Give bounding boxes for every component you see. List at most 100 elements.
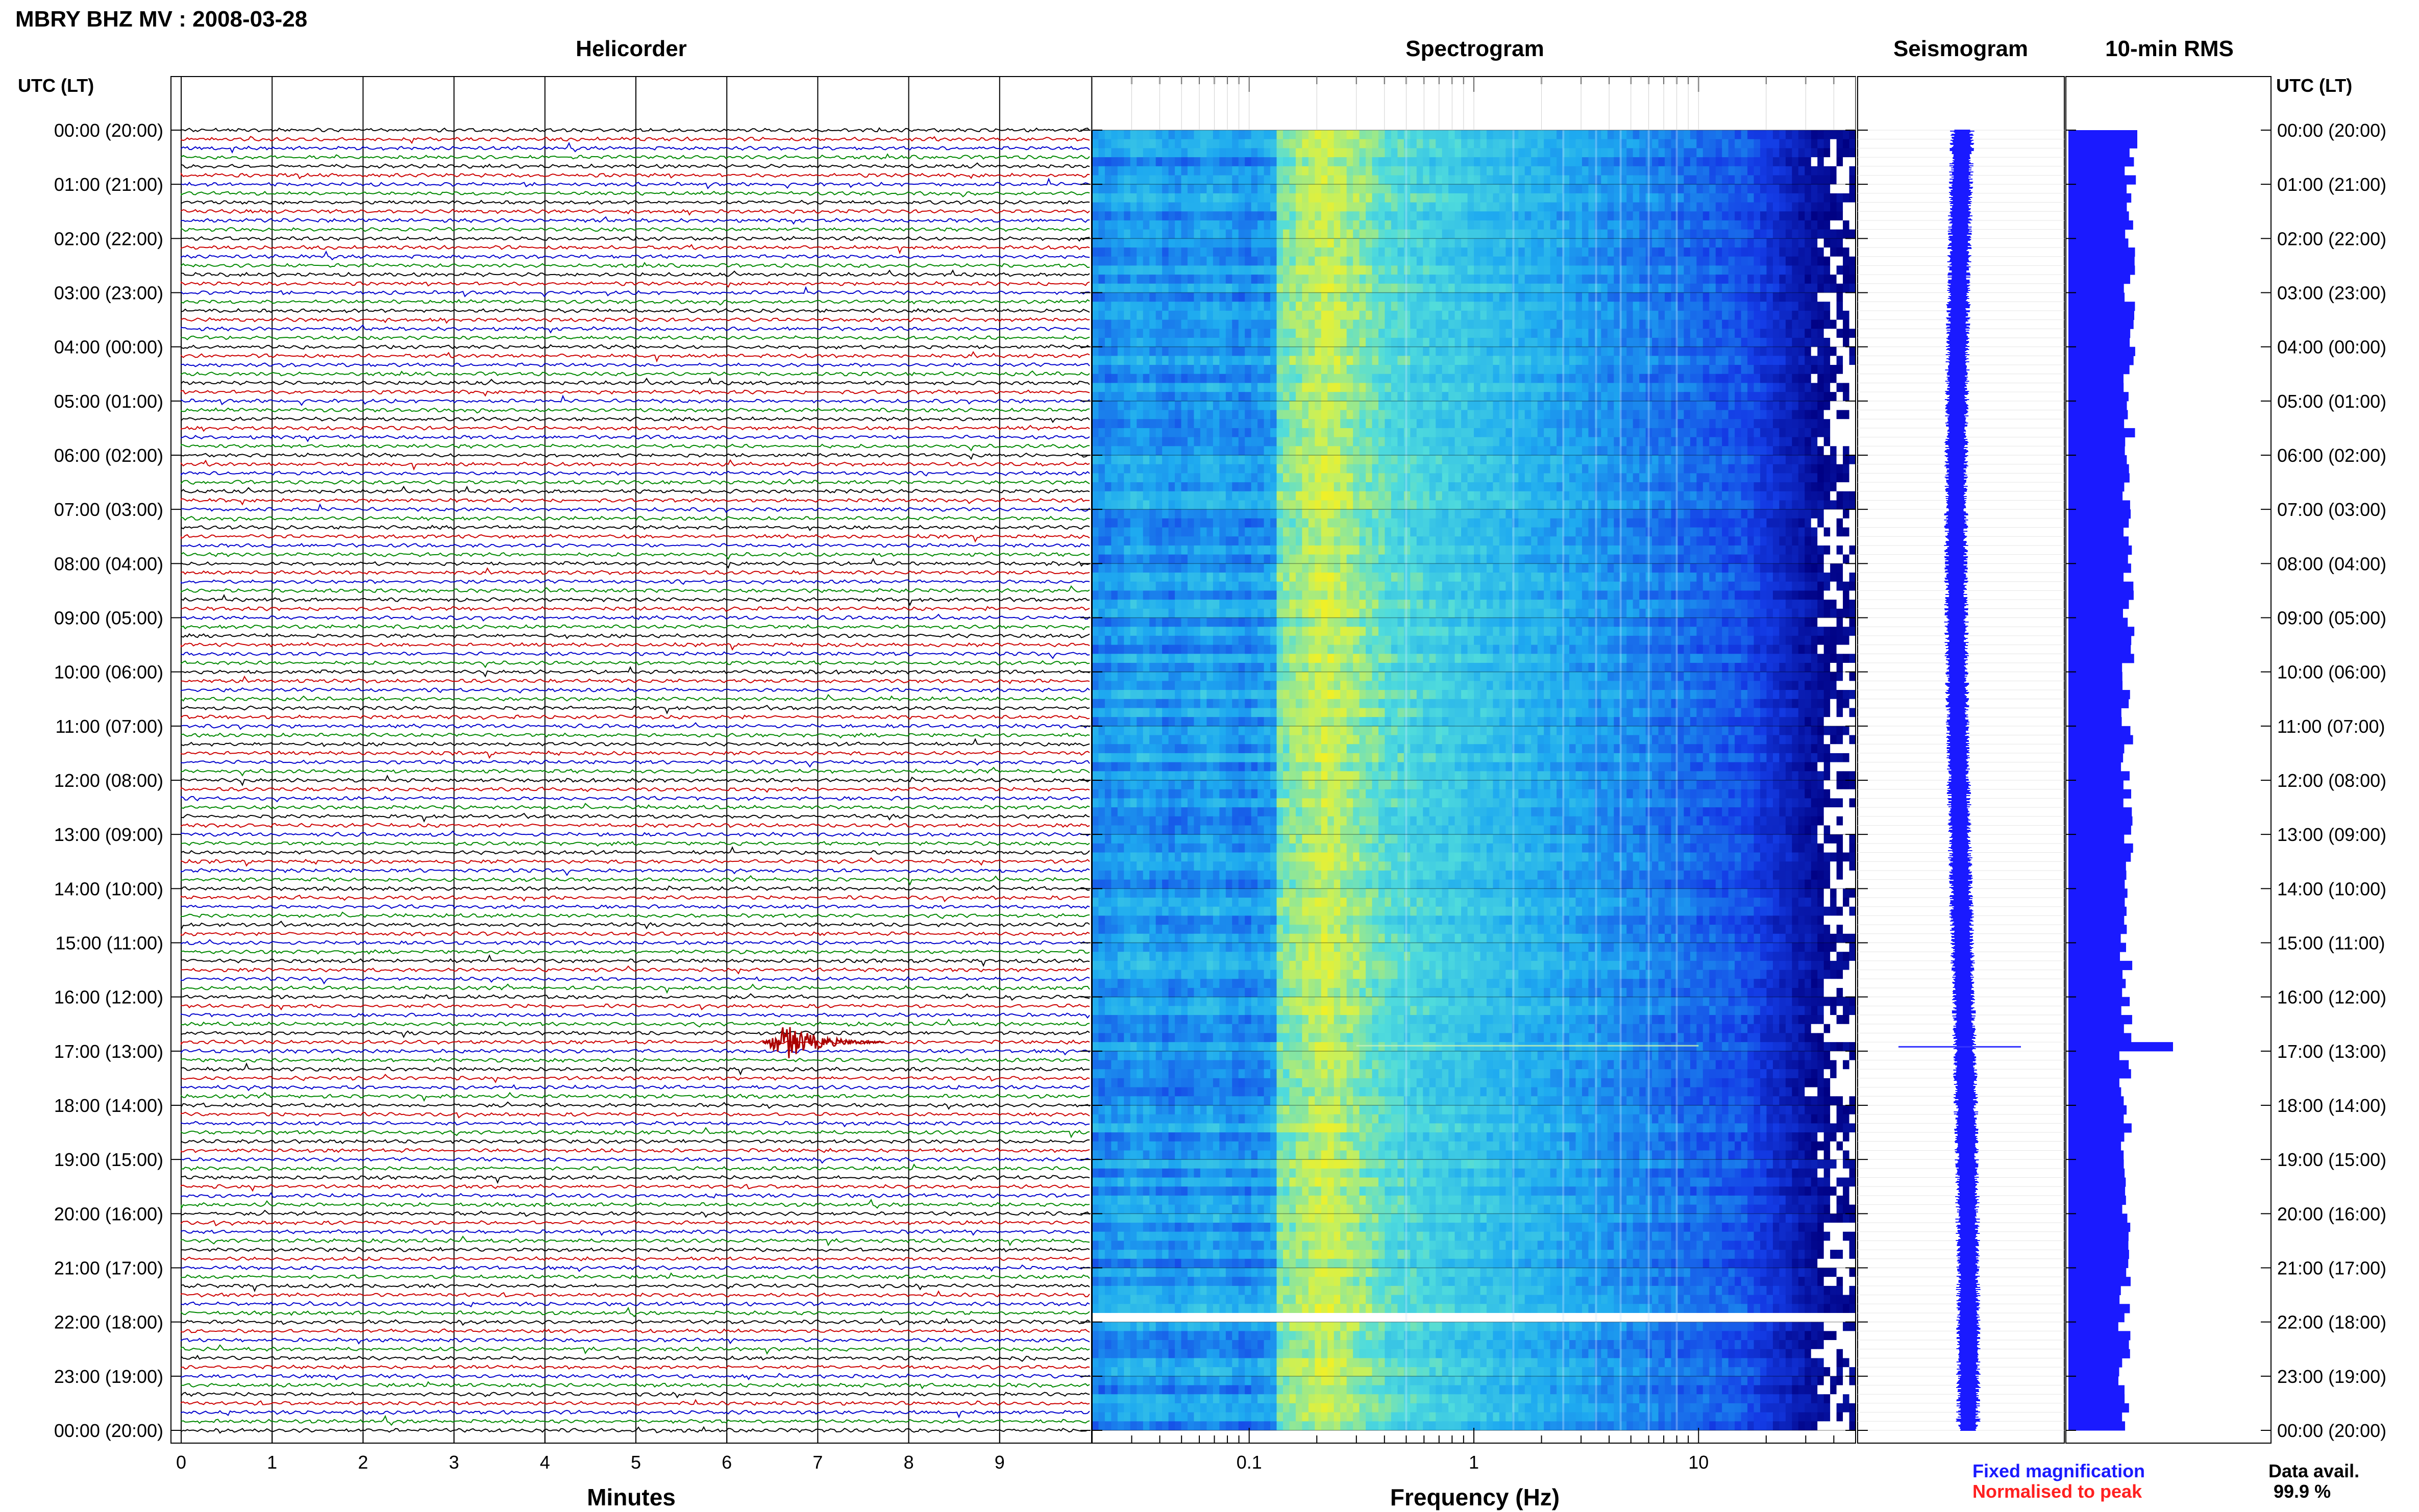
spectrogram-cell <box>1397 220 1404 230</box>
spectrogram-cell <box>1124 337 1131 348</box>
spectrogram-cell <box>1531 275 1538 284</box>
spectrogram-cell <box>1843 220 1850 230</box>
spectrogram-cell <box>1779 374 1786 384</box>
spectrogram-cell <box>1308 184 1315 194</box>
spectrogram-cell <box>1467 401 1474 411</box>
spectrogram-cell <box>1124 356 1131 365</box>
spectrogram-cell <box>1225 256 1232 266</box>
spectrogram-cell <box>1792 283 1799 293</box>
spectrogram-cell <box>1378 346 1386 356</box>
spectrogram-cell <box>1098 401 1105 411</box>
spectrogram-cell <box>1245 329 1252 338</box>
spectrogram-cell <box>1410 130 1417 140</box>
spectrogram-cell <box>1448 283 1455 293</box>
spectrogram-cell <box>1423 283 1430 293</box>
spectrogram-cell <box>1696 283 1704 293</box>
spectrogram-cell <box>1798 148 1805 158</box>
spectrogram-cell <box>1823 365 1831 375</box>
spectrogram-cell <box>1798 211 1805 221</box>
spectrogram-cell <box>1626 374 1634 384</box>
spectrogram-cell <box>1442 446 1449 456</box>
spectrogram-cell <box>1321 229 1328 239</box>
spectrogram-cell <box>1327 464 1335 474</box>
spectrogram-cell <box>1092 374 1099 384</box>
utc-label-left: UTC (LT) <box>18 75 94 96</box>
spectrogram-cell <box>1524 310 1532 320</box>
spectrogram-cell <box>1416 337 1423 348</box>
spectrogram-cell <box>1805 139 1812 148</box>
spectrogram-cell <box>1372 356 1379 365</box>
spectrogram-cell <box>1747 238 1755 248</box>
spectrogram-cell <box>1544 473 1551 483</box>
spectrogram-cell <box>1188 184 1195 194</box>
spectrogram-cell <box>1569 175 1576 185</box>
spectrogram-cell <box>1531 419 1538 429</box>
spectrogram-cell <box>1423 310 1430 320</box>
spectrogram-cell <box>1588 130 1595 140</box>
spectrogram-cell <box>1677 166 1684 176</box>
spectrogram-cell <box>1251 247 1258 257</box>
spectrogram-cell <box>1289 175 1296 185</box>
spectrogram-cell <box>1690 437 1697 447</box>
spectrogram-cell <box>1836 211 1843 221</box>
spectrogram-cell <box>1575 482 1583 492</box>
spectrogram-cell <box>1423 256 1430 266</box>
spectrogram-cell <box>1524 175 1532 185</box>
spectrogram-cell <box>1722 446 1729 456</box>
spectrogram-cell <box>1575 211 1583 221</box>
spectrogram-cell <box>1283 238 1290 248</box>
spectrogram-cell <box>1524 428 1532 438</box>
spectrogram-cell <box>1270 130 1277 140</box>
spectrogram-cell <box>1238 220 1245 230</box>
spectrogram-cell <box>1639 401 1646 411</box>
spectrogram-cell <box>1206 211 1214 221</box>
spectrogram-cell <box>1327 157 1335 167</box>
spectrogram-cell <box>1098 220 1105 230</box>
spectrogram-cell <box>1493 139 1500 148</box>
spectrogram-cell <box>1124 374 1131 384</box>
spectrogram-cell <box>1499 202 1506 212</box>
spectrogram-cell <box>1722 464 1729 474</box>
spectrogram-cell <box>1677 455 1684 465</box>
spectrogram-cell <box>1194 337 1201 348</box>
spectrogram-cell <box>1245 337 1252 348</box>
spectrogram-cell <box>1785 482 1792 492</box>
spectrogram-cell <box>1461 356 1468 365</box>
spectrogram-cell <box>1315 356 1322 365</box>
spectrogram-cell <box>1385 500 1392 510</box>
spectrogram-cell <box>1372 148 1379 158</box>
spectrogram-cell <box>1353 175 1360 185</box>
spectrogram-cell <box>1499 410 1506 419</box>
spectrogram-cell <box>1677 419 1684 429</box>
spectrogram-cell <box>1811 383 1818 392</box>
spectrogram-cell <box>1569 292 1576 302</box>
spectrogram-cell <box>1442 283 1449 293</box>
spectrogram-cell <box>1188 193 1195 203</box>
spectrogram-cell <box>1690 329 1697 338</box>
spectrogram-cell <box>1594 365 1601 375</box>
spectrogram-cell <box>1772 193 1780 203</box>
spectrogram-cell <box>1353 292 1360 302</box>
spectrogram-cell <box>1461 437 1468 447</box>
spectrogram-cell <box>1772 410 1780 419</box>
spectrogram-cell <box>1206 229 1214 239</box>
spectrogram-cell <box>1836 337 1843 348</box>
spectrogram-cell <box>1639 310 1646 320</box>
spectrogram-cell <box>1264 265 1271 275</box>
spectrogram-cell <box>1283 292 1290 302</box>
spectrogram-cell <box>1251 211 1258 221</box>
spectrogram-cell <box>1448 365 1455 375</box>
spectrogram-cell <box>1849 238 1856 248</box>
spectrogram-cell <box>1283 220 1290 230</box>
spectrogram-cell <box>1830 139 1837 148</box>
spectrogram-cell <box>1849 211 1856 221</box>
spectrogram-cell <box>1798 419 1805 429</box>
spectrogram-cell <box>1423 275 1430 284</box>
spectrogram-cell <box>1575 139 1583 148</box>
spectrogram-cell <box>1480 148 1487 158</box>
spectrogram-cell <box>1805 238 1812 248</box>
spectrogram-cell <box>1175 356 1182 365</box>
spectrogram-cell <box>1843 193 1850 203</box>
spectrogram-cell <box>1785 401 1792 411</box>
spectrogram-cell <box>1652 482 1659 492</box>
